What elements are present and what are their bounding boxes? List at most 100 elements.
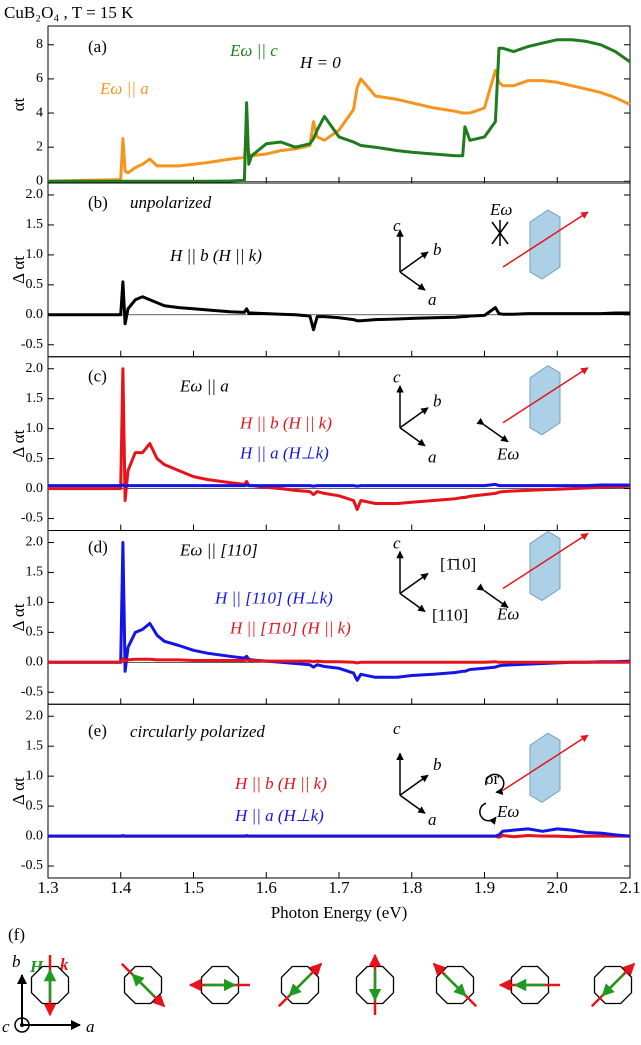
series-line	[48, 827, 631, 838]
series-line	[47, 68, 631, 183]
series-line	[48, 482, 630, 488]
annotation: H = 0	[299, 53, 341, 72]
y-tick-label: 1.0	[26, 768, 44, 783]
y-tick-label: 1.0	[26, 247, 44, 262]
plot-frame	[47, 25, 631, 184]
y-tick-label: 0.0	[26, 828, 44, 843]
light-beam	[502, 211, 589, 268]
series-label: H || [110] (H⊥k)	[214, 588, 333, 607]
series-line	[48, 657, 630, 665]
y-tick-label: 0.5	[26, 277, 44, 292]
vector-arrow	[288, 973, 312, 997]
panel-f: (f) b c a H k	[2, 925, 636, 1036]
circ-pol	[479, 802, 497, 825]
annotation: unpolarized	[130, 193, 212, 212]
y-tick-label: -0.5	[21, 858, 43, 873]
x-axis-label: Photon Energy (eV)	[271, 903, 408, 922]
vector-arrow	[131, 973, 155, 997]
y-tick-label: 1.0	[26, 595, 44, 610]
series-label: H || b (H || k)	[234, 774, 327, 793]
y-tick-label: 0.0	[26, 307, 44, 322]
axis-letter: b	[12, 952, 21, 971]
light-beam	[502, 532, 589, 590]
crystal-axis	[399, 774, 429, 796]
light-beam	[502, 734, 589, 791]
y-tick-label: 8	[36, 37, 43, 52]
crystal-axis	[399, 271, 426, 291]
pol-mark	[476, 417, 509, 443]
y-tick-label: 1.5	[26, 217, 44, 232]
axis-letter: c	[2, 1017, 10, 1036]
y-tick-label: 0.5	[26, 451, 44, 466]
series-line	[48, 367, 631, 511]
y-tick-label: 0.0	[26, 655, 44, 670]
figure-title: CuB₂O₄ , T = 15 K	[4, 3, 134, 22]
x-tick-label: 1.9	[474, 878, 495, 897]
x-tick-label: 1.3	[37, 878, 58, 897]
y-tick-label: 0.5	[26, 798, 44, 813]
annotation: (a)	[88, 37, 107, 56]
crystal-axis	[399, 592, 426, 613]
annotation: a	[428, 448, 437, 467]
series-line	[48, 38, 631, 183]
annotation: circularly polarized	[130, 722, 265, 741]
y-tick-label: 1.5	[26, 391, 44, 406]
crystal-slab	[529, 209, 561, 280]
y-tick-label: 1.5	[26, 565, 44, 580]
annotation: c	[393, 719, 401, 738]
light-beam	[502, 367, 589, 424]
y-tick-label: 2.0	[26, 361, 44, 376]
y-tick-label: 1.5	[26, 738, 44, 753]
crystal-slab	[529, 530, 561, 602]
k-label: k	[60, 955, 69, 974]
crystal-axis	[399, 572, 429, 595]
y-axis-label: Δ αt	[9, 429, 28, 457]
x-tick-label: 1.8	[401, 878, 422, 897]
annotation: (d)	[88, 537, 108, 556]
annotation: [110]	[432, 605, 468, 624]
annotation: c	[393, 216, 401, 235]
panel-label: (f)	[8, 925, 25, 944]
y-tick-label: 1.0	[26, 421, 44, 436]
annotation: (e)	[88, 721, 107, 740]
y-axis-label: Δ αt	[9, 603, 28, 631]
annotation: c	[393, 368, 401, 387]
series-line	[48, 541, 631, 682]
series-label: Eω || a	[99, 79, 149, 98]
annotation: b	[433, 755, 442, 774]
y-axis-label: Δ αt	[9, 256, 28, 284]
annotation: (b)	[88, 193, 108, 212]
series-line	[48, 280, 630, 332]
crystal-axis	[399, 407, 429, 429]
y-tick-label: -0.5	[21, 337, 43, 352]
crystal-axis	[399, 251, 429, 273]
y-tick-label: -0.5	[21, 684, 43, 699]
annotation: a	[428, 290, 437, 309]
x-tick-label: 1.5	[183, 878, 204, 897]
annotation: Eω	[496, 802, 519, 821]
series-label: H || b (H || k)	[169, 246, 262, 265]
axis-out-dot	[20, 1023, 24, 1027]
y-axis-label: Δ αt	[9, 777, 28, 805]
pol-mark	[476, 583, 509, 609]
axis-letter: a	[86, 1017, 95, 1036]
y-tick-label: 0	[36, 174, 43, 189]
crystal-slab	[529, 732, 561, 803]
annotation: a	[428, 810, 437, 829]
y-tick-label: 2.0	[26, 535, 44, 550]
y-tick-label: 2.0	[26, 708, 44, 723]
y-tick-label: 4	[36, 105, 43, 120]
series-label: H || a (H⊥k)	[239, 444, 329, 463]
annotation: Eω	[489, 200, 512, 219]
y-axis-label: αt	[9, 97, 28, 111]
x-tick-label: 1.4	[110, 878, 132, 897]
annotation: b	[433, 240, 442, 259]
series-label: H || a (H⊥k)	[234, 806, 324, 825]
vector-arrow	[443, 973, 467, 997]
crystal-slab	[529, 365, 561, 436]
annotation: (c)	[88, 367, 107, 386]
annotation: Eω || a	[179, 377, 229, 396]
series-label: Eω || c	[229, 41, 278, 60]
annotation: c	[393, 533, 401, 552]
